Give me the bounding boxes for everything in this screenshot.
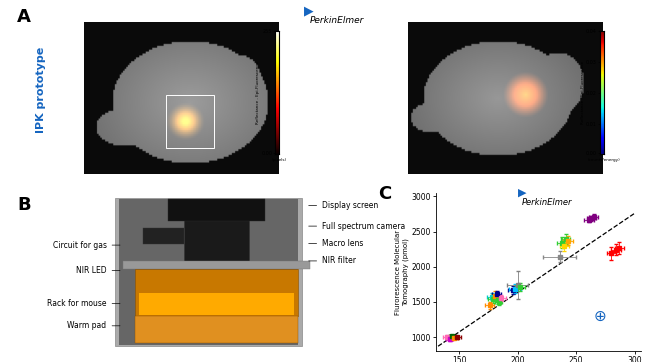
FancyBboxPatch shape — [139, 292, 294, 315]
Text: ▶: ▶ — [518, 188, 526, 198]
Text: Warm pad: Warm pad — [67, 321, 120, 330]
Text: Display screen: Display screen — [309, 201, 378, 210]
FancyBboxPatch shape — [143, 228, 184, 244]
Text: PerkinElmer: PerkinElmer — [310, 16, 364, 25]
Text: A: A — [17, 8, 31, 26]
Text: NIR LED: NIR LED — [76, 266, 120, 275]
Text: PerkinElmer: PerkinElmer — [521, 198, 572, 207]
FancyBboxPatch shape — [115, 198, 302, 346]
FancyBboxPatch shape — [123, 261, 310, 269]
Text: ⊕: ⊕ — [593, 309, 606, 324]
Text: Rack for mouse: Rack for mouse — [47, 299, 120, 308]
Text: (counts/energy): (counts/energy) — [588, 158, 620, 162]
Text: (pixels): (pixels) — [272, 158, 287, 162]
FancyBboxPatch shape — [135, 269, 298, 316]
Text: Macro lens: Macro lens — [309, 239, 364, 248]
Y-axis label: Flurorescence Molecular
Tomography (pmol): Flurorescence Molecular Tomography (pmol… — [395, 230, 408, 315]
FancyBboxPatch shape — [168, 199, 265, 221]
Text: B: B — [17, 196, 30, 214]
Text: NIR filter: NIR filter — [309, 256, 356, 265]
Text: IPK prototype: IPK prototype — [36, 47, 47, 133]
Text: FMT 2500: FMT 2500 — [240, 60, 250, 121]
Text: Full spectrum camera: Full spectrum camera — [309, 222, 406, 231]
FancyBboxPatch shape — [135, 316, 298, 343]
Bar — [166, 95, 214, 148]
FancyBboxPatch shape — [184, 204, 249, 264]
Y-axis label: Reflectance - Epi-Fluorescence: Reflectance - Epi-Fluorescence — [581, 61, 585, 124]
Text: Circuit for gas: Circuit for gas — [52, 241, 120, 250]
Text: ▶: ▶ — [304, 5, 314, 17]
Text: C: C — [378, 185, 391, 203]
FancyBboxPatch shape — [119, 199, 298, 345]
Y-axis label: Reflectance - Epi-Fluorescence: Reflectance - Epi-Fluorescence — [256, 61, 260, 124]
